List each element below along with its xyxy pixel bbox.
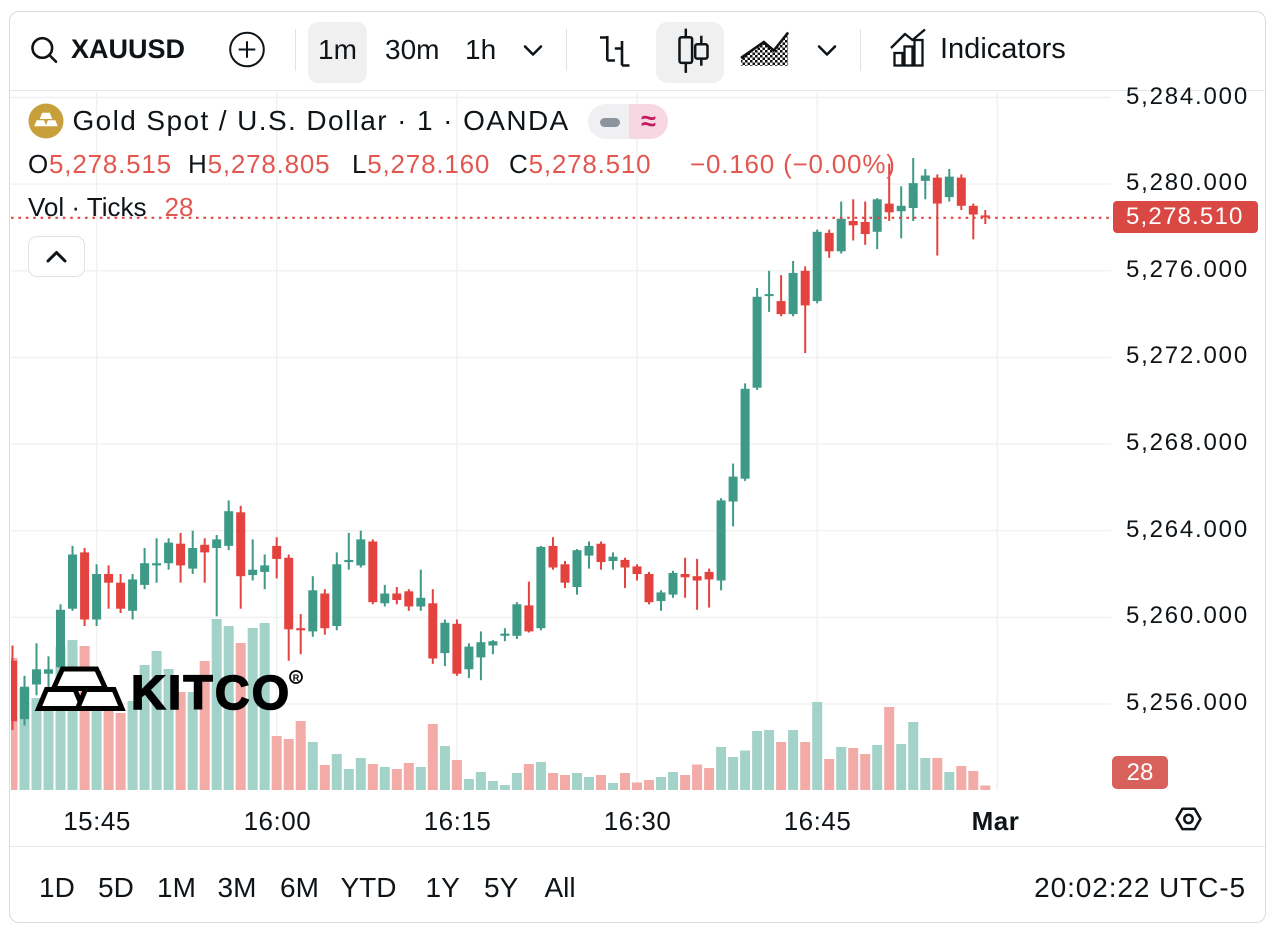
svg-text:KITCO: KITCO: [131, 667, 291, 720]
svg-text:R: R: [292, 673, 299, 683]
